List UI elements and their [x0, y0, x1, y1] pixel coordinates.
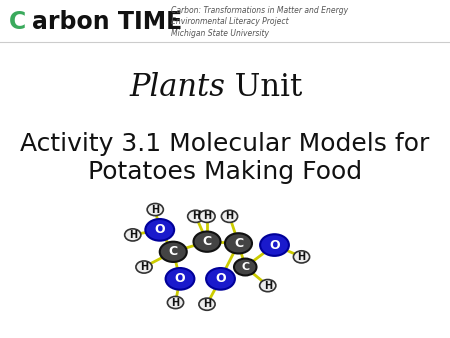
Circle shape: [194, 232, 220, 252]
Circle shape: [260, 280, 276, 292]
Text: Potatoes Making Food: Potatoes Making Food: [88, 160, 362, 185]
Text: H: H: [297, 252, 306, 262]
Text: Unit: Unit: [225, 72, 302, 103]
Circle shape: [125, 229, 141, 241]
Text: C: C: [9, 10, 26, 34]
Circle shape: [293, 251, 310, 263]
Text: C: C: [234, 237, 243, 250]
Circle shape: [199, 298, 215, 310]
Text: C: C: [241, 262, 249, 272]
Text: H: H: [171, 297, 180, 308]
Text: Activity 3.1 Molecular Models for: Activity 3.1 Molecular Models for: [20, 131, 430, 156]
Text: H: H: [225, 211, 234, 221]
Circle shape: [167, 296, 184, 309]
Circle shape: [225, 233, 252, 254]
Text: Michigan State University: Michigan State University: [171, 29, 269, 38]
Text: Carbon: Transformations in Matter and Energy: Carbon: Transformations in Matter and En…: [171, 6, 348, 15]
Text: arbon TIME: arbon TIME: [32, 10, 183, 34]
Circle shape: [234, 259, 256, 275]
Circle shape: [147, 203, 163, 216]
Text: C: C: [202, 235, 211, 248]
Text: Plants: Plants: [129, 72, 225, 103]
Circle shape: [136, 261, 152, 273]
Text: H: H: [203, 299, 211, 309]
Text: H: H: [192, 211, 200, 221]
Text: H: H: [264, 281, 272, 291]
Text: Environmental Literacy Project: Environmental Literacy Project: [171, 18, 288, 26]
Text: C: C: [169, 245, 178, 258]
Text: O: O: [269, 239, 280, 251]
Circle shape: [145, 219, 174, 241]
Text: H: H: [203, 211, 211, 221]
Circle shape: [260, 234, 289, 256]
Circle shape: [188, 210, 204, 222]
Text: H: H: [140, 262, 148, 272]
Circle shape: [206, 268, 235, 290]
Circle shape: [221, 210, 238, 222]
Text: O: O: [154, 223, 165, 236]
Circle shape: [160, 242, 187, 262]
Circle shape: [166, 268, 194, 290]
Text: H: H: [129, 230, 137, 240]
Text: O: O: [215, 272, 226, 285]
Text: H: H: [151, 204, 159, 215]
Text: O: O: [175, 272, 185, 285]
Circle shape: [199, 210, 215, 222]
